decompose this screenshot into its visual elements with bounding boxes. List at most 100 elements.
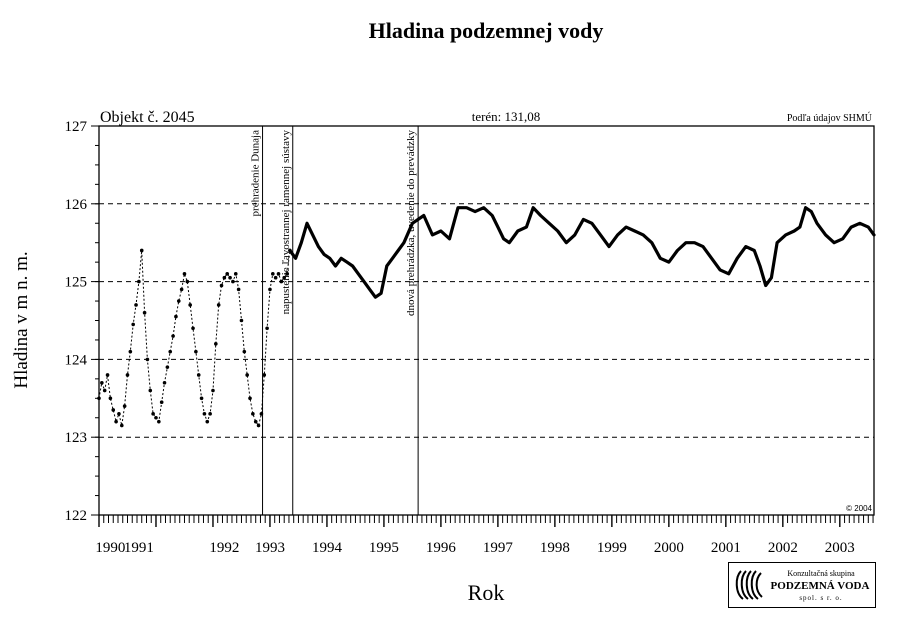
data-point	[273, 275, 278, 280]
x-axis-label: Rok	[468, 580, 505, 605]
data-point	[154, 415, 158, 420]
data-point	[151, 412, 155, 416]
event-label: napustenie ľavostrannej ramennej sústavy	[280, 130, 292, 315]
data-point	[233, 272, 238, 276]
gridlines	[99, 203, 874, 438]
logo-line-1: Konzultačná skupina	[787, 569, 855, 578]
x-tick-label: 1995	[369, 540, 399, 556]
x-tick-label: 1997	[483, 540, 514, 556]
data-point	[231, 279, 235, 284]
x-tick-label: 1999	[597, 540, 627, 556]
data-point	[196, 373, 201, 377]
x-tick-label: 2001	[711, 540, 741, 556]
data-point	[259, 412, 264, 416]
data-point	[282, 275, 287, 280]
series-line-early	[98, 250, 291, 427]
data-point	[225, 272, 230, 276]
data-point	[122, 404, 127, 408]
data-point	[188, 303, 192, 307]
x-tick-label: 1990	[95, 540, 125, 556]
data-point	[182, 272, 187, 276]
data-point	[148, 388, 153, 393]
data-point	[134, 303, 138, 307]
event-label: prehradenie Dunaja	[250, 130, 262, 217]
data-point	[165, 365, 170, 369]
terrain-label: terén: 131,08	[472, 109, 541, 124]
data-point	[248, 396, 252, 401]
y-tick-label: 122	[65, 508, 88, 524]
x-tick-label: 2002	[768, 540, 798, 556]
data-point	[128, 349, 133, 354]
logo-line-3: spol. s r. o.	[799, 594, 843, 602]
data-point	[271, 272, 275, 276]
data-point	[211, 388, 215, 393]
data-point	[256, 423, 261, 428]
y-tick-label: 123	[65, 430, 88, 446]
data-point	[251, 412, 255, 416]
y-tick-label: 124	[65, 352, 88, 368]
source-label: Podľa údajov SHMÚ	[787, 112, 873, 124]
data-point	[131, 322, 135, 327]
data-point	[105, 373, 110, 377]
data-point	[205, 419, 210, 424]
data-point	[157, 419, 161, 424]
data-point	[162, 380, 167, 385]
data-point	[119, 423, 124, 428]
data-point	[185, 279, 190, 284]
data-point	[174, 314, 178, 319]
y-tick-label: 127	[65, 119, 88, 135]
data-point	[108, 396, 113, 401]
data-point	[117, 412, 121, 416]
logo-line-2: PODZEMNÁ VODA	[770, 580, 870, 592]
data-point	[276, 272, 281, 276]
data-point	[168, 349, 173, 354]
x-tick-label: 1991	[124, 540, 154, 556]
data-point	[179, 287, 184, 292]
y-tick-label: 125	[65, 275, 88, 291]
x-tick-label: 1993	[255, 540, 285, 556]
series-line-late	[288, 206, 876, 299]
x-tick-label: 1992	[209, 540, 239, 556]
logo-icon	[735, 570, 763, 600]
data-point	[214, 342, 218, 346]
x-tick-label: 1994	[312, 540, 343, 556]
company-logo: Konzultačná skupina PODZEMNÁ VODA spol. …	[728, 562, 876, 608]
data-point	[236, 287, 241, 292]
data-point	[202, 412, 207, 416]
data-point	[139, 248, 144, 253]
data-point	[125, 373, 130, 377]
y-axis: 122 123 124 125 126 127	[65, 119, 99, 524]
data-point	[176, 299, 181, 303]
data-point	[245, 373, 249, 377]
copyright-label: © 2004	[846, 504, 872, 513]
data-point	[208, 412, 212, 416]
data-point	[285, 272, 289, 276]
data-point	[228, 275, 232, 280]
data-point	[114, 419, 118, 424]
data-point	[199, 396, 204, 401]
y-axis-label: Hladina v m n. m.	[11, 251, 32, 388]
y-tick-label: 126	[65, 197, 88, 213]
data-point	[253, 419, 258, 424]
data-point	[191, 326, 195, 331]
data-point	[100, 380, 104, 385]
x-tick-label: 1996	[426, 540, 457, 556]
data-point	[222, 275, 227, 280]
data-point	[216, 303, 221, 307]
data-series	[97, 206, 876, 428]
data-point	[242, 349, 247, 354]
event-markers: prehradenie Dunaja napustenie ľavostranne…	[250, 126, 419, 515]
data-point	[194, 349, 198, 354]
data-point	[268, 287, 272, 292]
data-point	[159, 400, 164, 404]
data-point	[262, 373, 267, 377]
data-point	[111, 408, 116, 412]
data-point	[102, 388, 107, 393]
plot-frame	[98, 125, 875, 516]
data-point	[171, 334, 175, 338]
data-point	[219, 283, 224, 288]
data-point	[137, 279, 141, 284]
data-point	[265, 326, 269, 331]
